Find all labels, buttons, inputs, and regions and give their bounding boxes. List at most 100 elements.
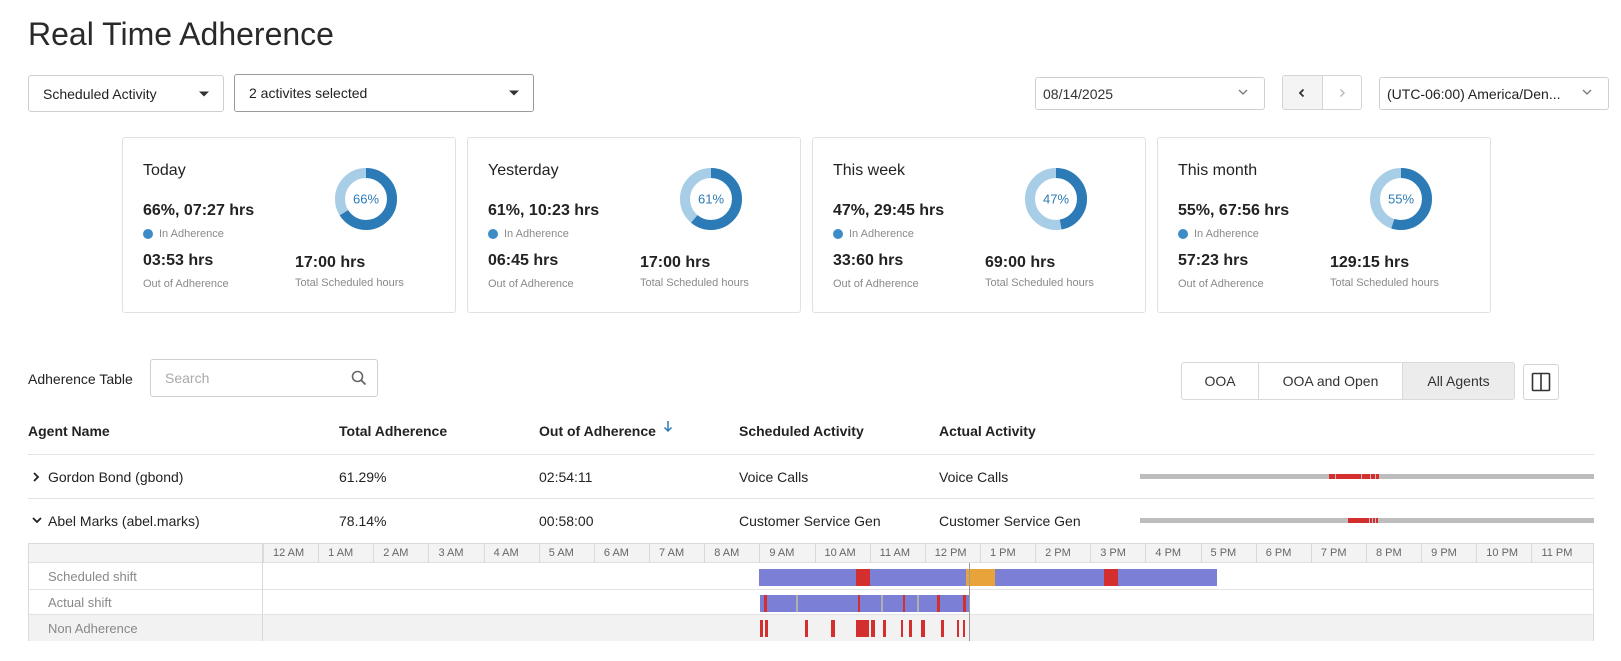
timeline-hour-label: 3 PM <box>1100 547 1126 559</box>
date-nav <box>1282 75 1362 110</box>
non-adherence-mark[interactable] <box>882 620 887 637</box>
scheduled-break-segment[interactable] <box>966 569 995 586</box>
timeline-hour-label: 10 PM <box>1486 547 1519 559</box>
non-adherence-mark[interactable] <box>870 620 876 637</box>
timeline-hour-divider <box>979 544 981 563</box>
sparkline-violation-tick <box>1349 518 1352 523</box>
timeline-hour-label: 11 AM <box>879 547 911 559</box>
ooa-and-open-filter-button[interactable]: OOA and Open <box>1259 362 1403 400</box>
actual-violation-segment[interactable] <box>857 595 860 612</box>
actual-shift-label: Actual shift <box>48 595 112 610</box>
caret-down-icon <box>509 90 519 96</box>
column-header-actual-activity[interactable]: Actual Activity <box>939 423 1036 439</box>
card-title: Today <box>143 162 186 179</box>
donut-percent-label: 66% <box>353 192 379 207</box>
column-header-total-adherence[interactable]: Total Adherence <box>339 423 448 439</box>
actual-violation-segment[interactable] <box>902 595 905 612</box>
non-adherence-row-background <box>29 615 1593 641</box>
out-of-adherence: 00:58:00 <box>539 513 594 529</box>
actual-activity: Customer Service Gen <box>939 513 1081 529</box>
date-picker[interactable]: 08/14/2025 <box>1035 77 1265 110</box>
legend-dot-icon <box>833 229 843 239</box>
summary-card-this-week: This week 47%, 29:45 hrs In Adherence 33… <box>812 137 1146 313</box>
sparkline-violation-tick <box>1348 518 1351 523</box>
column-header-out-of-adherence[interactable]: Out of Adherence <box>539 423 656 439</box>
non-adherence-label: Non Adherence <box>48 621 138 636</box>
sparkline-violation-tick <box>1348 474 1351 479</box>
timeline-label-divider <box>262 544 263 641</box>
sparkline-violation-tick <box>1351 518 1354 523</box>
chevron-down-icon[interactable] <box>31 515 43 525</box>
in-adherence-legend: In Adherence <box>143 228 224 240</box>
actual-violation-segment[interactable] <box>763 595 768 612</box>
actual-scheduled-segment[interactable] <box>760 595 969 612</box>
timeline-hour-divider <box>1090 544 1092 563</box>
sparkline-violation-tick <box>1357 474 1360 479</box>
out-of-adherence-label: Out of Adherence <box>1178 278 1264 290</box>
sparkline-violation-tick <box>1375 474 1378 479</box>
column-header-scheduled-activity[interactable]: Scheduled Activity <box>739 423 864 439</box>
card-adherence-value: 61%, 10:23 hrs <box>488 202 600 219</box>
agent-filter-group: OOA OOA and Open All Agents <box>1181 362 1515 400</box>
card-adherence-value: 47%, 29:45 hrs <box>833 202 945 219</box>
sparkline-violation-tick <box>1351 474 1354 479</box>
timeline-hour-divider <box>704 544 706 563</box>
current-time-line <box>968 563 970 641</box>
actual-idle-segment[interactable] <box>880 595 884 612</box>
adherence-donut-chart: 61% <box>680 168 742 230</box>
non-adherence-mark[interactable] <box>856 620 869 637</box>
chevron-right-icon[interactable] <box>31 471 41 483</box>
timeline-hour-label: 8 AM <box>714 547 740 559</box>
sparkline-violation-tick <box>1365 518 1368 523</box>
search-input[interactable] <box>165 360 345 396</box>
scheduled-violation-segment[interactable] <box>855 569 870 586</box>
timeline-hour-label: 5 AM <box>548 547 574 559</box>
non-adherence-mark[interactable] <box>909 620 912 637</box>
non-adherence-mark[interactable] <box>765 620 768 637</box>
sparkline-violation-tick <box>1353 518 1356 523</box>
next-day-button[interactable] <box>1322 75 1362 110</box>
non-adherence-mark[interactable] <box>963 620 966 637</box>
scheduled-violation-segment[interactable] <box>1104 569 1118 586</box>
timeline-row-divider <box>29 614 1593 615</box>
actual-idle-segment[interactable] <box>917 595 920 612</box>
non-adherence-mark[interactable] <box>941 620 945 637</box>
previous-day-button[interactable] <box>1282 75 1323 110</box>
all-agents-filter-button[interactable]: All Agents <box>1403 362 1515 400</box>
ooa-filter-button[interactable]: OOA <box>1181 362 1259 400</box>
non-adherence-mark[interactable] <box>831 620 836 637</box>
actual-idle-segment[interactable] <box>795 595 798 612</box>
non-adherence-mark[interactable] <box>956 620 959 637</box>
scheduled-scheduled-segment[interactable] <box>869 569 967 586</box>
timeline-hour-label: 8 PM <box>1376 547 1402 559</box>
donut-percent-label: 61% <box>698 192 724 207</box>
non-adherence-mark[interactable] <box>760 620 764 637</box>
timeline-hour-label: 7 AM <box>659 547 685 559</box>
non-adherence-mark[interactable] <box>900 620 904 637</box>
column-header-agent-name[interactable]: Agent Name <box>28 423 110 439</box>
chevron-right-icon <box>1339 88 1345 97</box>
search-icon[interactable] <box>351 370 367 386</box>
card-title: Yesterday <box>488 162 559 179</box>
timezone-dropdown[interactable]: (UTC-06:00) America/Den... <box>1379 77 1609 110</box>
sparkline-violation-tick <box>1346 474 1349 479</box>
actual-violation-segment[interactable] <box>936 595 940 612</box>
card-title: This month <box>1178 162 1258 179</box>
timeline-hour-divider <box>649 544 651 563</box>
scheduled-scheduled-segment[interactable] <box>759 569 856 586</box>
total-adherence: 61.29% <box>339 469 387 485</box>
sort-descending-icon[interactable] <box>662 420 674 434</box>
split-view-button[interactable] <box>1523 364 1559 400</box>
timeline-hour-divider <box>1200 544 1202 563</box>
timeline-hour-divider <box>1145 544 1147 563</box>
scheduled-scheduled-segment[interactable] <box>1117 569 1218 586</box>
non-adherence-mark[interactable] <box>804 620 808 637</box>
activities-dropdown[interactable]: 2 activites selected <box>234 74 534 112</box>
actual-violation-segment[interactable] <box>963 595 966 612</box>
chevron-down-icon <box>1238 89 1248 95</box>
sparkline-violation-tick <box>1357 518 1360 523</box>
timeline-row-divider <box>29 589 1593 590</box>
scheduled-activity-dropdown[interactable]: Scheduled Activity <box>28 75 224 112</box>
scheduled-scheduled-segment[interactable] <box>994 569 1105 586</box>
non-adherence-mark[interactable] <box>921 620 926 637</box>
